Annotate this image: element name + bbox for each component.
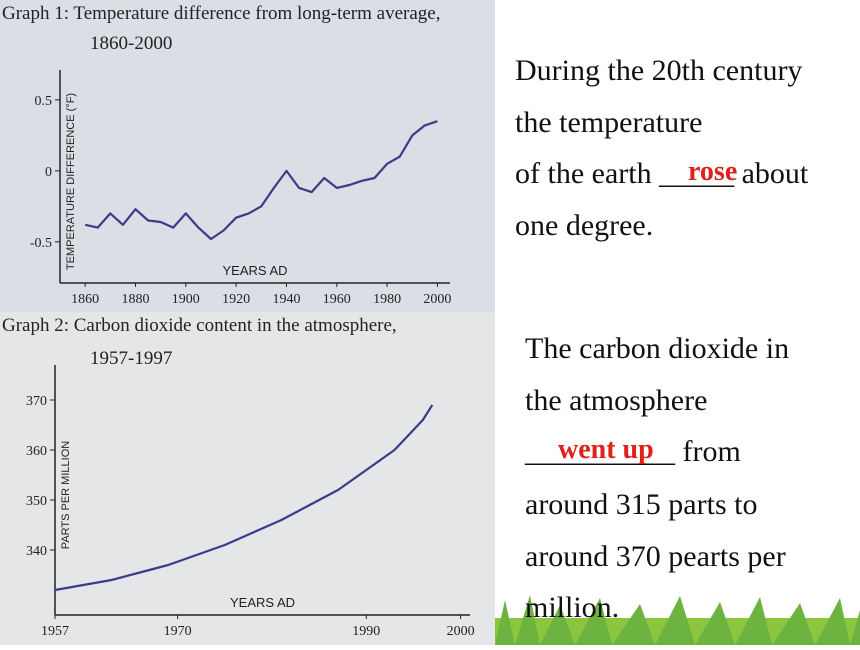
photo-2	[0, 312, 495, 645]
y-axis-label: TEMPERATURE DIFFERENCE (°F)	[65, 93, 77, 270]
x-tick-label: 2000	[423, 292, 451, 307]
x-tick-label: 1940	[272, 292, 300, 307]
x-tick-label: 1920	[222, 292, 250, 307]
chart-title: 1957-1997	[90, 348, 172, 369]
y-tick-label: 350	[26, 494, 47, 509]
text-line: one degree.	[515, 209, 653, 242]
grass-blades	[495, 595, 860, 645]
text-line: During the 20th century	[515, 54, 802, 87]
text-line: around 315 parts to	[525, 488, 757, 521]
y-tick-label: 0.5	[35, 94, 53, 109]
x-tick-label: 2000	[447, 624, 475, 639]
text-line: __________ from	[524, 435, 741, 468]
x-axis-label: YEARS AD	[222, 263, 287, 278]
text-line: around 370 pearts per	[525, 540, 786, 573]
y-tick-label: 370	[26, 394, 47, 409]
text-line: the atmosphere	[525, 384, 707, 417]
answer: went up	[558, 434, 654, 465]
chart-title: 1860-2000	[90, 33, 172, 54]
data-line	[54, 404, 434, 592]
photo-1	[0, 0, 495, 312]
x-tick-label: 1990	[352, 624, 380, 639]
text-line: the temperature	[515, 106, 702, 139]
x-tick-label: 1970	[164, 624, 192, 639]
y-tick-label: 340	[26, 544, 47, 559]
data-line	[84, 120, 438, 241]
x-tick-label: 1980	[373, 292, 401, 307]
text-line: million.	[525, 591, 619, 624]
x-axis-label: YEARS AD	[230, 595, 295, 610]
answer: rose	[688, 156, 737, 187]
y-tick-label: 0	[45, 165, 52, 180]
x-tick-label: 1880	[121, 292, 149, 307]
y-tick-label: 360	[26, 444, 47, 459]
x-tick-label: 1960	[323, 292, 351, 307]
charts: Graph 1: Temperature difference from lon…	[2, 3, 475, 639]
grass	[495, 595, 860, 645]
chart-title: Graph 2: Carbon dioxide content in the a…	[2, 315, 397, 336]
y-axis-label: PARTS PER MILLION	[60, 441, 72, 549]
x-tick-label: 1900	[172, 292, 200, 307]
chart-title: Graph 1: Temperature difference from lon…	[2, 3, 440, 24]
x-tick-label: 1957	[41, 624, 69, 639]
text-blocks: During the 20th century the temperature of…	[515, 54, 809, 624]
text-line: of the earth _____ about	[515, 157, 809, 190]
text-line: The carbon dioxide in	[525, 332, 789, 365]
x-tick-label: 1860	[71, 292, 99, 307]
y-tick-label: -0.5	[30, 236, 52, 251]
